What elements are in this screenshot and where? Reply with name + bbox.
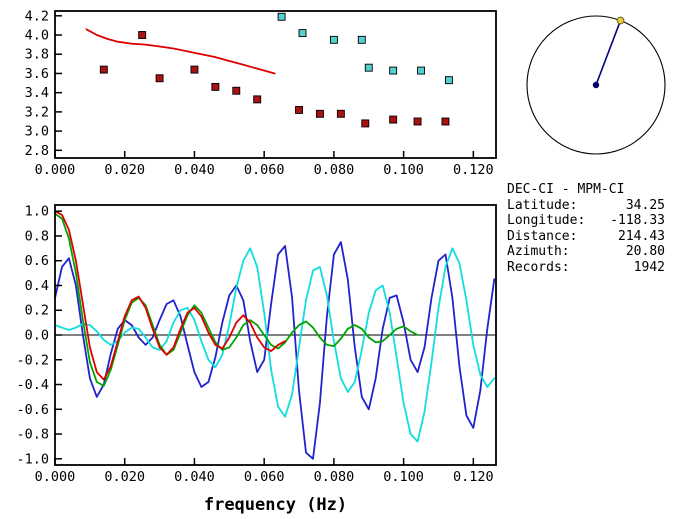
dispersion-plot: 0.000 0.020 0.040 0.060 0.080 0.100 0.120 2.8 3.…: [25, 8, 497, 178]
waveform-cyan: [54, 247, 496, 443]
dial-circle: [526, 15, 666, 155]
y-tick-label: 3.8: [25, 47, 49, 63]
y-tick-label: 0.2: [25, 303, 49, 319]
y-tick-label: 3.2: [25, 104, 49, 120]
x-tick-label: 0.040: [174, 162, 215, 178]
longitude-value: -118.33: [610, 213, 665, 229]
dial-end-dot: [616, 16, 625, 25]
azimuth-dial: [526, 15, 666, 155]
x-tick-label: 0.060: [244, 469, 285, 485]
velocity-picks-red-marker: [336, 109, 345, 118]
x-tick-label: 0.040: [174, 469, 215, 485]
velocity-picks-cyan-marker: [329, 35, 338, 44]
latitude-label: Latitude:: [507, 197, 578, 213]
info-row-longitude: Longitude: -118.33: [507, 213, 665, 229]
y-tick-label: 0.4: [25, 278, 49, 294]
station-pair-title: DEC-CI - MPM-CI: [507, 182, 625, 197]
velocity-picks-red-marker: [190, 65, 199, 74]
azimuth-label: Azimuth:: [507, 244, 570, 260]
info-row-distance: Distance: 214.43: [507, 229, 665, 245]
velocity-picks-cyan-marker: [364, 63, 373, 72]
records-label: Records:: [507, 259, 570, 275]
velocity-picks-cyan-marker: [357, 35, 366, 44]
y-tick-label: 0.0: [25, 328, 49, 344]
velocity-picks-red-marker: [295, 106, 303, 114]
distance-value: 214.43: [618, 228, 665, 244]
y-tick-label: 1.0: [25, 204, 49, 220]
x-axis-label: frequency (Hz): [204, 495, 347, 515]
distance-label: Distance:: [507, 228, 578, 244]
plot-frame: [54, 204, 497, 466]
velocity-picks-red-marker: [315, 109, 324, 118]
y-tick-label: 3.6: [25, 66, 49, 82]
records-value: 1942: [633, 259, 665, 275]
velocity-picks-red-marker: [155, 74, 164, 83]
y-tick-label: -1.0: [16, 451, 49, 467]
waveform-blue: [54, 241, 496, 460]
y-tick-label: -0.4: [16, 377, 49, 393]
y-tick-label: 4.0: [25, 28, 49, 44]
station-info-panel: DEC-CI - MPM-CI Latitude: 34.25 Longitud…: [507, 182, 665, 276]
x-tick-label: 0.100: [383, 162, 424, 178]
velocity-picks-red-marker: [138, 31, 147, 39]
x-tick-label: 0.000: [35, 162, 76, 178]
dial-center-dot: [592, 81, 600, 89]
velocity-picks-cyan-marker: [444, 76, 453, 85]
velocity-picks-red-marker: [99, 65, 108, 74]
x-tick-label: 0.020: [104, 469, 145, 485]
waveform-green: [54, 212, 419, 387]
velocity-picks-red-marker: [389, 115, 398, 124]
y-tick-label: -0.8: [16, 427, 49, 443]
x-tick-label: 0.080: [314, 162, 355, 178]
info-row-latitude: Latitude: 34.25: [507, 198, 665, 214]
y-tick-label: 3.4: [25, 85, 49, 101]
velocity-picks-red-marker: [413, 117, 422, 126]
reference-dispersion-curve: [85, 28, 276, 75]
x-tick-label: 0.100: [383, 469, 424, 485]
velocity-picks-red-marker: [253, 95, 262, 104]
plot-frame: [54, 10, 497, 159]
y-tick-label: 4.2: [25, 8, 49, 24]
x-tick-label: 0.060: [244, 162, 285, 178]
velocity-picks-red-marker: [211, 82, 220, 91]
info-row-records: Records: 1942: [507, 260, 665, 276]
x-tick-label: 0.080: [314, 469, 355, 485]
y-tick-label: 0.6: [25, 253, 49, 269]
velocity-picks-cyan-marker: [298, 29, 307, 38]
y-tick-label: -0.6: [16, 402, 49, 418]
velocity-picks-red-marker: [441, 117, 450, 126]
velocity-picks-cyan-marker: [417, 66, 425, 75]
x-tick-label: 0.120: [453, 162, 494, 178]
latitude-value: 34.25: [625, 197, 665, 213]
velocity-picks-red-marker: [361, 119, 370, 128]
velocity-picks-cyan-marker: [389, 66, 398, 75]
y-tick-label: -0.2: [16, 352, 49, 368]
y-tick-label: 2.8: [25, 143, 49, 159]
waveform-red: [54, 210, 287, 381]
x-tick-label: 0.120: [453, 469, 494, 485]
correlation-plot: 0.000 0.020 0.040 0.060 0.080 0.100 0.120 -1.0 -…: [16, 204, 497, 515]
velocity-picks-cyan-marker: [277, 12, 286, 21]
azimuth-pointer-line: [595, 20, 622, 86]
azimuth-value: 20.80: [625, 244, 665, 260]
longitude-label: Longitude:: [507, 213, 586, 229]
y-tick-label: 3.0: [25, 124, 49, 140]
info-row-azimuth: Azimuth: 20.80: [507, 244, 665, 260]
x-tick-label: 0.000: [35, 469, 76, 485]
x-tick-label: 0.020: [104, 162, 145, 178]
velocity-picks-red-marker: [232, 86, 241, 95]
y-tick-label: 0.8: [25, 228, 49, 244]
